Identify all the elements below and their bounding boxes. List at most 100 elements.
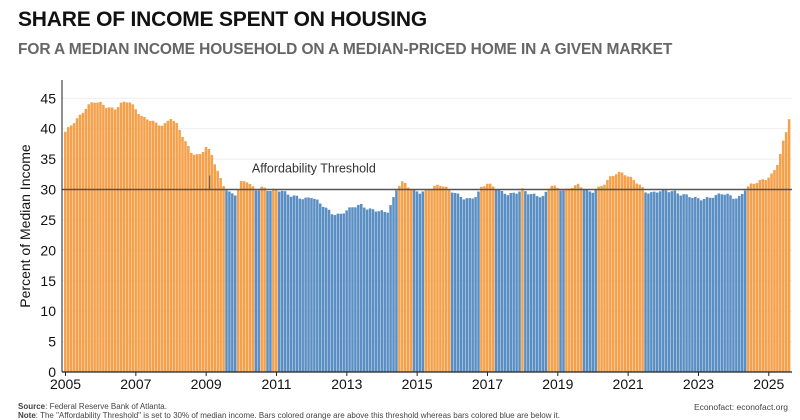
bar bbox=[380, 210, 384, 372]
bar bbox=[667, 192, 671, 372]
bar bbox=[403, 182, 407, 372]
bar bbox=[547, 188, 551, 372]
bar bbox=[254, 190, 258, 372]
bar bbox=[573, 185, 577, 372]
x-tick-label: 2015 bbox=[402, 376, 433, 392]
bar bbox=[181, 136, 184, 372]
bar bbox=[357, 204, 360, 372]
bar bbox=[275, 189, 278, 372]
bar bbox=[758, 180, 762, 372]
bar bbox=[717, 193, 721, 372]
bar bbox=[175, 123, 178, 372]
bar bbox=[119, 102, 123, 372]
bar bbox=[386, 212, 389, 372]
bar bbox=[412, 189, 416, 372]
bar bbox=[277, 191, 281, 372]
bar bbox=[395, 190, 398, 372]
bar bbox=[336, 213, 340, 372]
x-tick-label: 2023 bbox=[683, 376, 714, 392]
bar bbox=[69, 125, 73, 372]
x-tick-label: 2007 bbox=[120, 376, 151, 392]
bar bbox=[447, 189, 451, 372]
y-tick-label: 45 bbox=[40, 90, 56, 106]
x-tick-label: 2025 bbox=[753, 376, 784, 392]
bar bbox=[96, 102, 99, 373]
bar bbox=[187, 145, 190, 372]
bar bbox=[647, 193, 650, 372]
x-tick-label: 2019 bbox=[542, 376, 573, 392]
y-tick-label: 0 bbox=[48, 364, 56, 380]
bar bbox=[749, 183, 753, 372]
bar bbox=[169, 118, 173, 373]
bar bbox=[568, 188, 571, 372]
bar bbox=[755, 183, 759, 372]
bar bbox=[503, 193, 507, 372]
bar bbox=[348, 207, 351, 372]
bar bbox=[535, 196, 539, 372]
bar bbox=[321, 206, 325, 372]
bar bbox=[711, 197, 715, 372]
bar bbox=[620, 172, 624, 372]
bar bbox=[307, 197, 310, 372]
bar bbox=[207, 149, 211, 372]
bar bbox=[483, 186, 486, 372]
bar bbox=[330, 214, 334, 372]
bar bbox=[494, 189, 498, 372]
bar bbox=[151, 120, 155, 372]
bar bbox=[626, 176, 630, 372]
bar bbox=[474, 197, 477, 372]
bar bbox=[506, 195, 510, 372]
bar bbox=[298, 198, 302, 372]
bar bbox=[702, 198, 706, 372]
bar bbox=[78, 114, 82, 372]
note-label: Note bbox=[18, 411, 36, 420]
bar bbox=[225, 190, 228, 372]
bar bbox=[653, 191, 656, 372]
bar bbox=[108, 107, 111, 373]
bar bbox=[365, 209, 369, 372]
bar bbox=[691, 197, 694, 372]
bar bbox=[292, 195, 296, 372]
bar bbox=[740, 193, 744, 372]
bar bbox=[190, 152, 193, 372]
bar bbox=[113, 109, 117, 372]
bar bbox=[324, 207, 328, 372]
bar bbox=[351, 207, 354, 372]
bar bbox=[623, 175, 627, 372]
bar bbox=[339, 213, 343, 372]
bar bbox=[251, 186, 255, 372]
bar bbox=[360, 203, 363, 372]
bar bbox=[354, 207, 357, 372]
bar bbox=[673, 190, 677, 372]
bar bbox=[529, 194, 533, 372]
bar bbox=[515, 193, 518, 372]
threshold-label: Affordability Threshold bbox=[252, 162, 376, 176]
bar bbox=[269, 190, 272, 372]
bar bbox=[632, 180, 636, 372]
bar bbox=[72, 123, 76, 372]
bar bbox=[787, 119, 791, 372]
bar bbox=[64, 131, 67, 372]
bar bbox=[198, 154, 202, 372]
bar bbox=[110, 107, 114, 372]
bar bbox=[468, 198, 471, 372]
bar bbox=[236, 189, 240, 372]
bar bbox=[776, 164, 779, 372]
x-tick-label: 2013 bbox=[331, 376, 362, 392]
bar bbox=[362, 207, 366, 372]
bar bbox=[260, 186, 263, 372]
bar bbox=[245, 182, 249, 372]
bar bbox=[714, 195, 718, 372]
chart-footer: Source: Federal Reserve Bank of Atlanta.… bbox=[18, 402, 788, 420]
bar bbox=[272, 188, 275, 372]
bar bbox=[424, 189, 428, 372]
bar bbox=[231, 193, 234, 372]
bar bbox=[134, 109, 137, 373]
bar bbox=[603, 184, 606, 372]
bar bbox=[219, 178, 222, 372]
bar bbox=[635, 183, 638, 372]
bar bbox=[87, 104, 91, 372]
bar bbox=[664, 190, 668, 372]
bar bbox=[462, 199, 466, 372]
